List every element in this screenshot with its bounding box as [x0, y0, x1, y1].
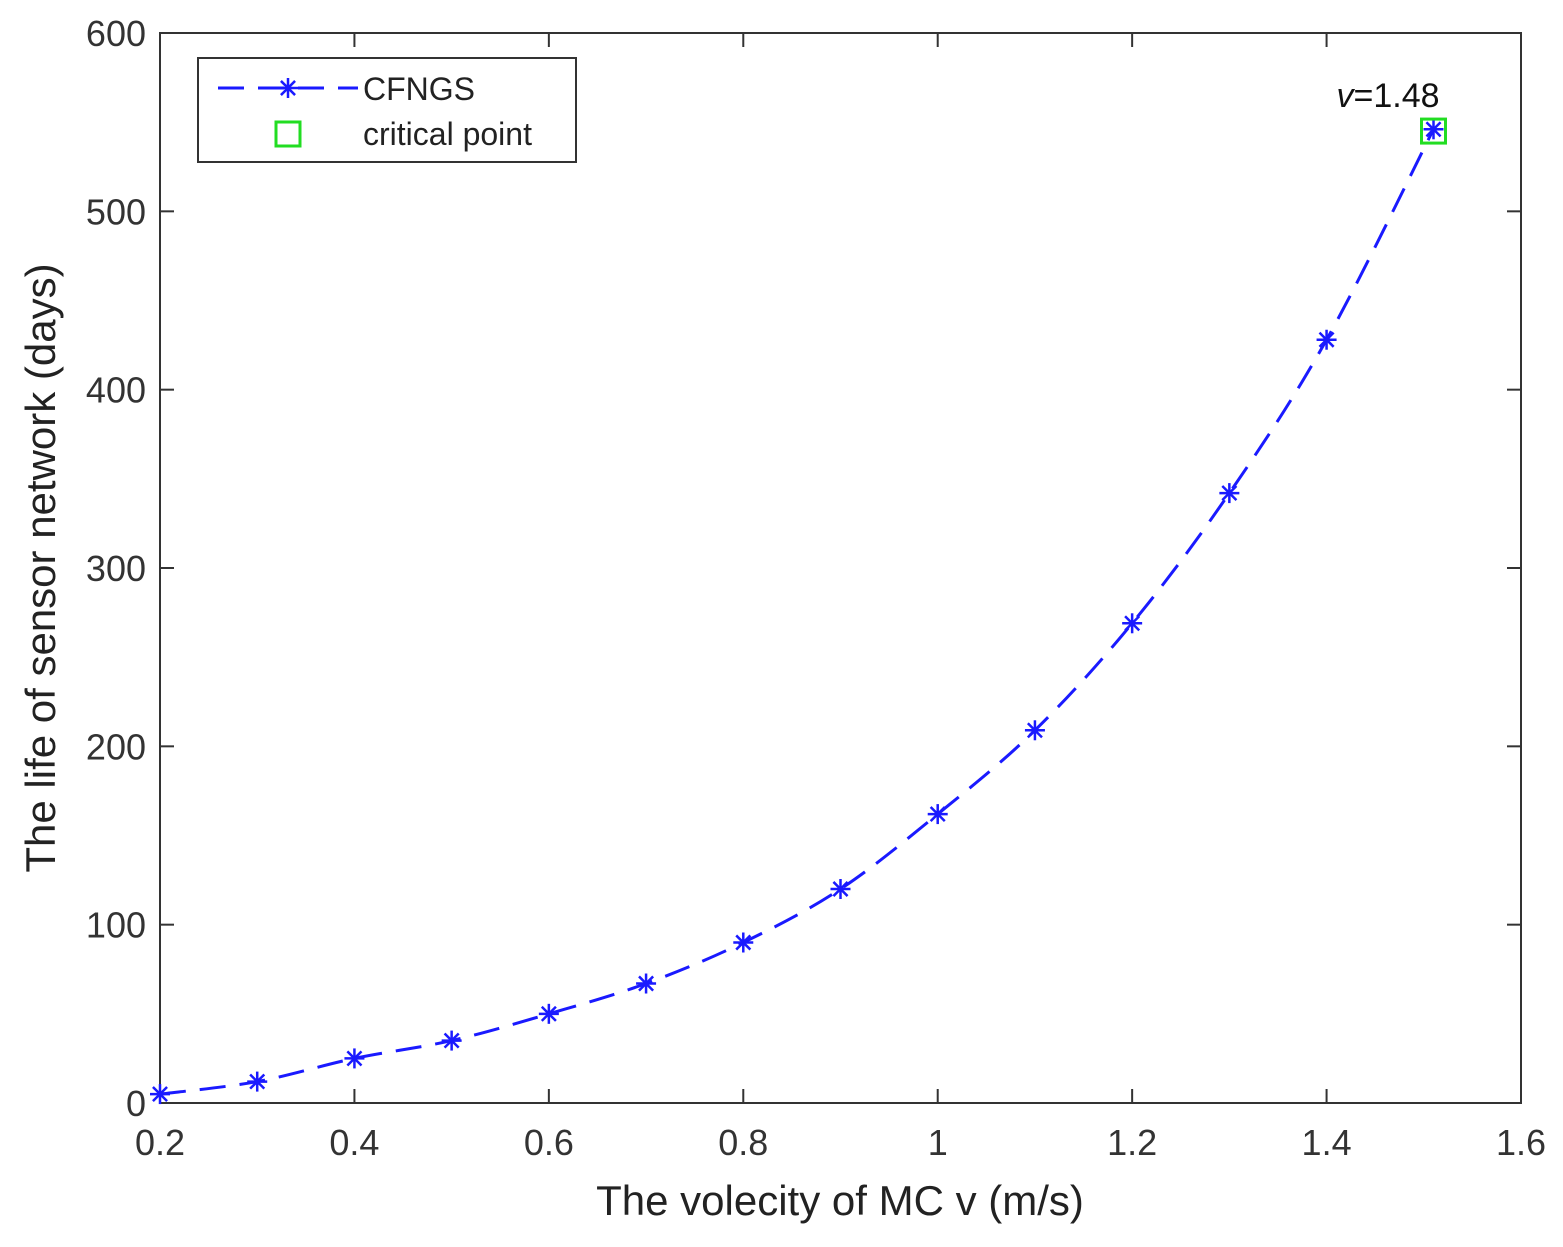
data-point [538, 1003, 559, 1024]
data-point [344, 1048, 365, 1069]
x-tick-label: 0.2 [135, 1122, 185, 1163]
legend-box [197, 57, 577, 163]
legend-critical-point-marker [274, 120, 302, 148]
legend-cfngs-label: CFNGS [363, 71, 475, 107]
x-tick-label: 1.6 [1496, 1122, 1546, 1163]
legend-cfngs-marker [278, 78, 298, 98]
x-tick-label: 0.6 [524, 1122, 574, 1163]
y-ticks: 0 100 200 300 400 500 600 [86, 13, 1521, 1124]
x-tick-label: 1 [928, 1122, 948, 1163]
data-point [830, 879, 851, 899]
legend-asterisk [278, 78, 298, 98]
legend-critical-point-label: critical point [363, 116, 532, 152]
y-axis-label: The life of sensor network (days) [17, 263, 64, 872]
data-point [927, 804, 948, 825]
x-axis-label: The volecity of MC v (m/s) [596, 1177, 1084, 1224]
data-point [247, 1071, 268, 1092]
x-tick-label: 1.4 [1302, 1122, 1352, 1163]
x-tick-label: 0.4 [329, 1122, 379, 1163]
y-tick-label: 200 [86, 726, 146, 767]
critical-point-annotation: v=1.48 [1336, 77, 1439, 115]
data-point [1219, 483, 1240, 504]
data-point [441, 1030, 462, 1051]
y-tick-label: 500 [86, 191, 146, 232]
y-tick-label: 300 [86, 548, 146, 589]
x-tick-label: 1.2 [1107, 1122, 1157, 1163]
y-tick-label: 100 [86, 905, 146, 946]
data-point [636, 973, 657, 994]
critical-point-marker [1420, 117, 1448, 145]
data-point [1122, 613, 1143, 634]
data-point [733, 932, 754, 953]
data-point [1024, 720, 1045, 741]
x-tick-label: 0.8 [718, 1122, 768, 1163]
data-point [1423, 119, 1444, 140]
y-tick-label: 0 [126, 1083, 146, 1124]
y-tick-label: 600 [86, 13, 146, 54]
x-ticks: 0.2 0.4 0.6 0.8 1 1.2 1.4 1.6 [135, 33, 1546, 1163]
series-layer [150, 117, 1448, 1105]
data-point [150, 1084, 170, 1105]
legend: CFNGS critical point [197, 57, 577, 163]
data-point [1316, 329, 1337, 350]
y-tick-label: 400 [86, 370, 146, 411]
